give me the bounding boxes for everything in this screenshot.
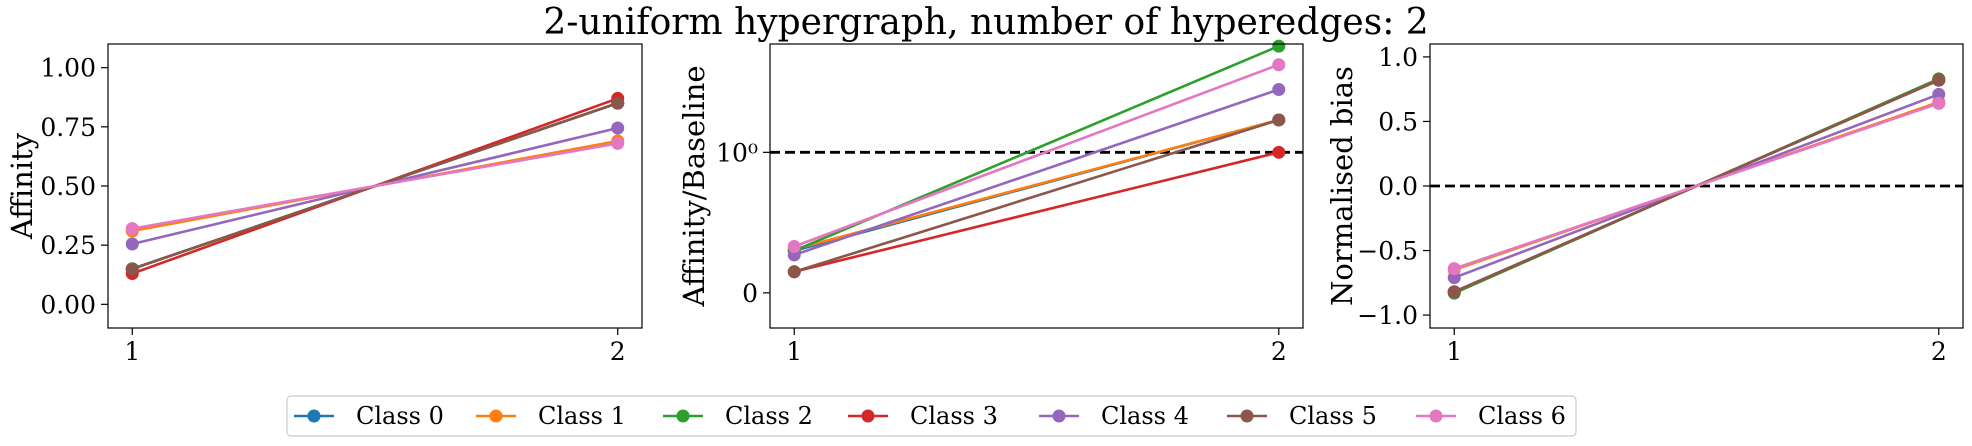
legend-swatch-marker [489,409,503,423]
data-point-class-5 [611,96,625,110]
legend-swatch-marker [307,409,321,423]
series-line-class-3 [793,151,1280,274]
y-tick-label: −0.5 [1357,237,1418,266]
x-tick-label: 1 [124,337,140,366]
y-tick-label: 0.75 [40,113,96,142]
y-tick-label: 1.0 [1378,43,1418,72]
legend-label: Class 2 [725,402,813,430]
legend-swatch-marker [1429,409,1443,423]
data-point-class-5 [787,265,801,279]
y-tick-label: 0.25 [40,231,96,260]
data-point-class-6 [1932,96,1946,110]
legend-label: Class 4 [1101,402,1189,430]
y-tick-label: −1.0 [1357,301,1418,330]
series-line-class-4 [793,88,1280,257]
legend: Class 0 Class 1 Class 2 Class 3 Class 4 Class… [286,395,1577,437]
legend-swatch-marker [676,409,690,423]
y-tick-label: 0.0 [1378,172,1418,201]
data-point-class-5 [1932,73,1946,87]
axes-frame [769,43,1304,329]
axes-frame [107,43,643,329]
y-axis-label: Normalised bias [1325,66,1359,306]
y-axis-label: Affinity [5,132,39,240]
legend-label: Class 0 [356,402,444,430]
series-line-class-6 [132,142,618,230]
data-point-class-5 [1447,285,1461,299]
y-tick-label: 0.50 [40,172,96,201]
legend-swatch-marker [1052,409,1066,423]
data-point-class-6 [787,239,801,253]
series-line-class-6 [793,63,1280,248]
x-tick-label: 2 [1271,337,1287,366]
series-line-class-5 [793,118,1280,274]
legend-label: Class 3 [910,402,998,430]
data-point-class-3 [1272,145,1286,159]
data-point-class-2 [1272,39,1286,53]
legend-swatch-marker [861,409,875,423]
y-tick-label: 0.00 [40,290,96,319]
x-tick-label: 1 [786,337,802,366]
panel-1: 0.00 0.25 0.50 0.75 1.00 1 2 Affinity [5,43,643,366]
axes-frame [1429,43,1964,329]
series-line-class-6 [1453,102,1940,270]
data-point-class-6 [125,222,139,236]
legend-label: Class 5 [1289,402,1377,430]
data-point-class-5 [125,262,139,276]
y-tick-label: 0 [742,279,758,308]
data-point-class-6 [1447,262,1461,276]
data-point-class-5 [1272,113,1286,127]
y-tick-label: 0.5 [1378,107,1418,136]
panel-3: −1.0 −0.5 0.0 0.5 1.0 1 2 Normalised bias [1325,43,1964,366]
x-tick-label: 2 [1931,337,1947,366]
data-point-class-4 [611,121,625,135]
panel-2: 0 10⁰ 1 2 Affinity/Baseline [677,39,1304,366]
legend-swatch-marker [1240,409,1254,423]
x-tick-label: 1 [1446,337,1462,366]
data-point-class-6 [1272,58,1286,72]
data-point-class-4 [1272,82,1286,96]
data-point-class-4 [1447,271,1461,285]
legend-label: Class 1 [538,402,626,430]
data-point-class-4 [1932,87,1946,101]
legend-label: Class 6 [1478,402,1566,430]
legend-frame [286,395,1577,437]
data-point-class-4 [125,237,139,251]
data-point-class-6 [611,136,625,150]
figure-title: 2-uniform hypergraph, number of hyperedg… [543,2,1428,43]
y-tick-label: 1.00 [40,54,96,83]
y-tick-label: 10⁰ [716,138,758,167]
y-axis-label: Affinity/Baseline [677,65,711,307]
x-tick-label: 2 [610,337,626,366]
